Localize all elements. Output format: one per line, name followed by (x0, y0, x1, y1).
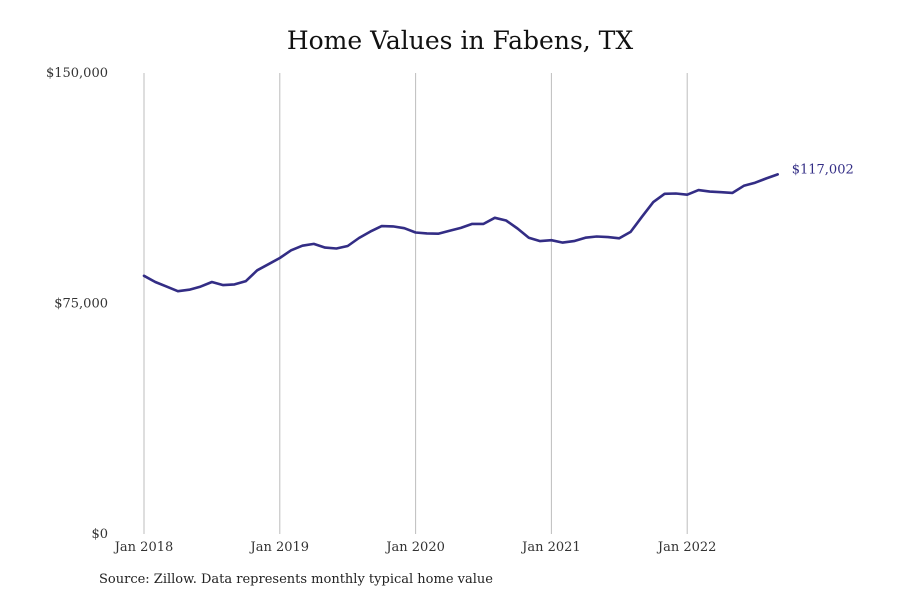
end-value-label: $117,002 (792, 162, 854, 177)
y-tick-label: $0 (91, 527, 108, 542)
x-tick-label: Jan 2022 (656, 540, 717, 555)
x-tick-label: Jan 2018 (113, 540, 174, 555)
y-tick-label: $75,000 (54, 297, 108, 312)
x-tick-label: Jan 2021 (520, 540, 581, 555)
x-tick-label: Jan 2019 (249, 540, 310, 555)
data-labels: $117,002 (792, 162, 854, 177)
source-note: Source: Zillow. Data represents monthly … (99, 572, 493, 587)
chart-title: Home Values in Fabens, TX (286, 26, 634, 55)
series-line (142, 173, 780, 293)
y-tick-label: $150,000 (46, 66, 108, 81)
x-tick-label: Jan 2020 (384, 540, 445, 555)
y-axis-ticks: $0 $75,000 $150,000 (46, 66, 108, 542)
x-axis-ticks: Jan 2018 Jan 2019 Jan 2020 Jan 2021 Jan 2022 (113, 540, 717, 555)
series-layer (142, 173, 780, 293)
gridlines (143, 73, 688, 534)
